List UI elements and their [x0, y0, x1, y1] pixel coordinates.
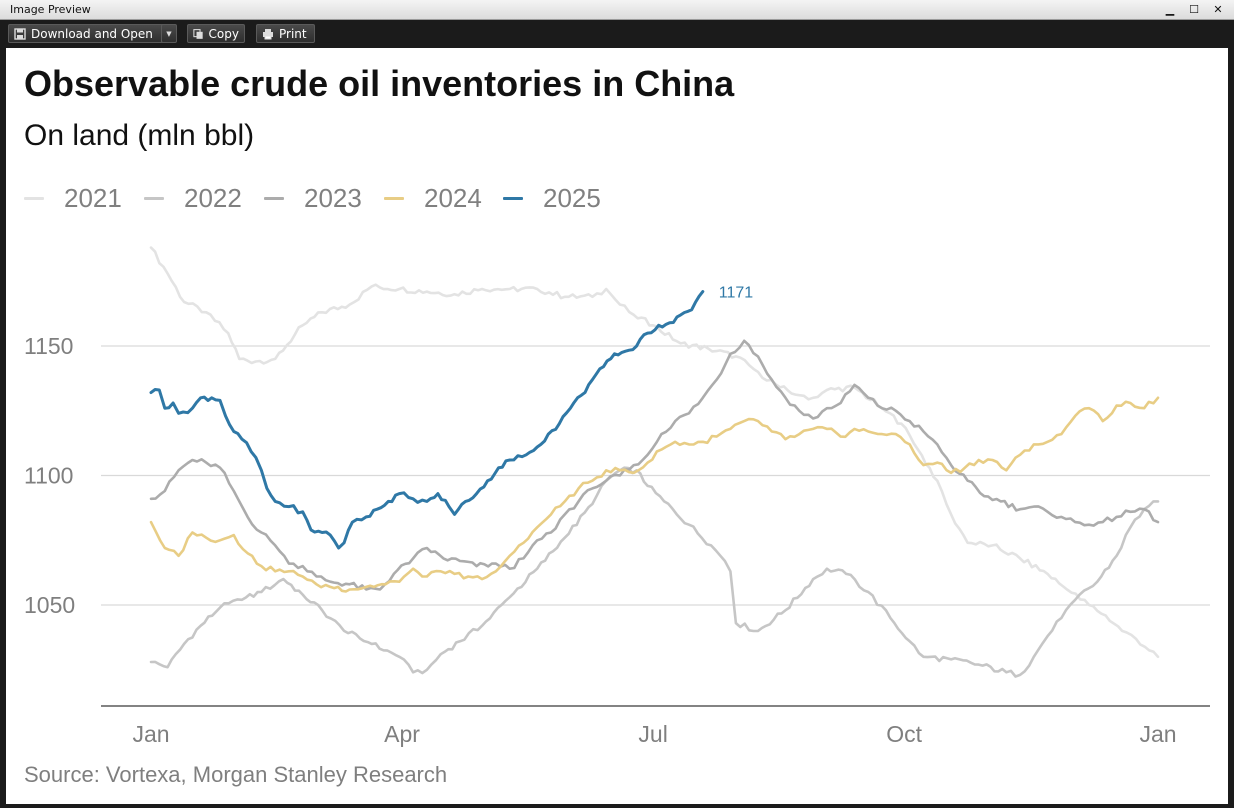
x-tick-label: Jan: [132, 721, 169, 747]
series-line-2022: [149, 466, 1160, 678]
image-content: Observable crude oil inventories in Chin…: [6, 48, 1228, 804]
x-tick-label: Oct: [886, 721, 922, 747]
legend-label-2024: 2024: [424, 182, 482, 213]
close-button[interactable]: ✕: [1213, 3, 1223, 16]
legend-label-2021: 2021: [64, 182, 122, 213]
legend-item-2022: 2022: [144, 182, 242, 213]
legend-swatch-2022: [144, 196, 164, 200]
legend-item-2024: 2024: [384, 182, 482, 213]
maximize-button[interactable]: ☐: [1189, 3, 1199, 16]
legend-label-2022: 2022: [184, 182, 242, 213]
legend-item-2025: 2025: [503, 182, 601, 213]
chart-title: Observable crude oil inventories in Chin…: [24, 63, 735, 104]
series-line-2023: [149, 339, 1160, 591]
chart-subtitle: On land (mln bbl): [24, 119, 255, 152]
save-icon: [14, 27, 26, 40]
series-line-2025: [149, 290, 705, 550]
printer-icon: [263, 28, 273, 39]
window-titlebar[interactable]: Image Preview ▁ ☐ ✕: [0, 0, 1234, 20]
chart-source: Source: Vortexa, Morgan Stanley Research: [24, 762, 448, 787]
series-line-2024: [149, 396, 1160, 593]
print-button[interactable]: Print: [256, 24, 315, 43]
legend-swatch-2024: [384, 196, 404, 200]
series-line-2021: [149, 246, 1160, 659]
y-tick-label: 1100: [24, 463, 73, 489]
legend-swatch-2023: [264, 196, 284, 200]
legend-item-2021: 2021: [24, 182, 122, 213]
x-tick-label: Jan: [1139, 721, 1176, 747]
minimize-button[interactable]: ▁: [1165, 3, 1175, 16]
download-label: Download and Open: [31, 26, 153, 41]
end-label-2025: 1171: [719, 285, 754, 302]
y-tick-label: 1050: [24, 592, 75, 618]
legend-label-2023: 2023: [304, 182, 362, 213]
x-tick-label: Jul: [638, 721, 667, 747]
chevron-down-icon: ▼: [166, 29, 172, 38]
legend-swatch-2021: [24, 196, 44, 200]
window-controls: ▁ ☐ ✕: [1160, 1, 1228, 18]
print-label: Print: [279, 26, 307, 41]
download-and-open-button[interactable]: Download and Open: [8, 24, 165, 43]
legend-label-2025: 2025: [543, 182, 601, 213]
legend-swatch-2025: [503, 196, 523, 200]
copy-icon: [193, 28, 203, 39]
copy-label: Copy: [208, 26, 239, 41]
legend-item-2023: 2023: [264, 182, 362, 213]
copy-button[interactable]: Copy: [187, 24, 245, 43]
toolbar: Download and Open ▼ Copy Print: [0, 20, 1234, 48]
y-tick-label: 1150: [24, 333, 73, 359]
window-title: Image Preview: [10, 3, 91, 16]
download-options-dropdown[interactable]: ▼: [161, 24, 177, 43]
x-tick-label: Apr: [384, 721, 420, 747]
line-chart: 1050 1100 1150 Jan Apr Jul Oct Jan 1171: [24, 246, 1210, 747]
